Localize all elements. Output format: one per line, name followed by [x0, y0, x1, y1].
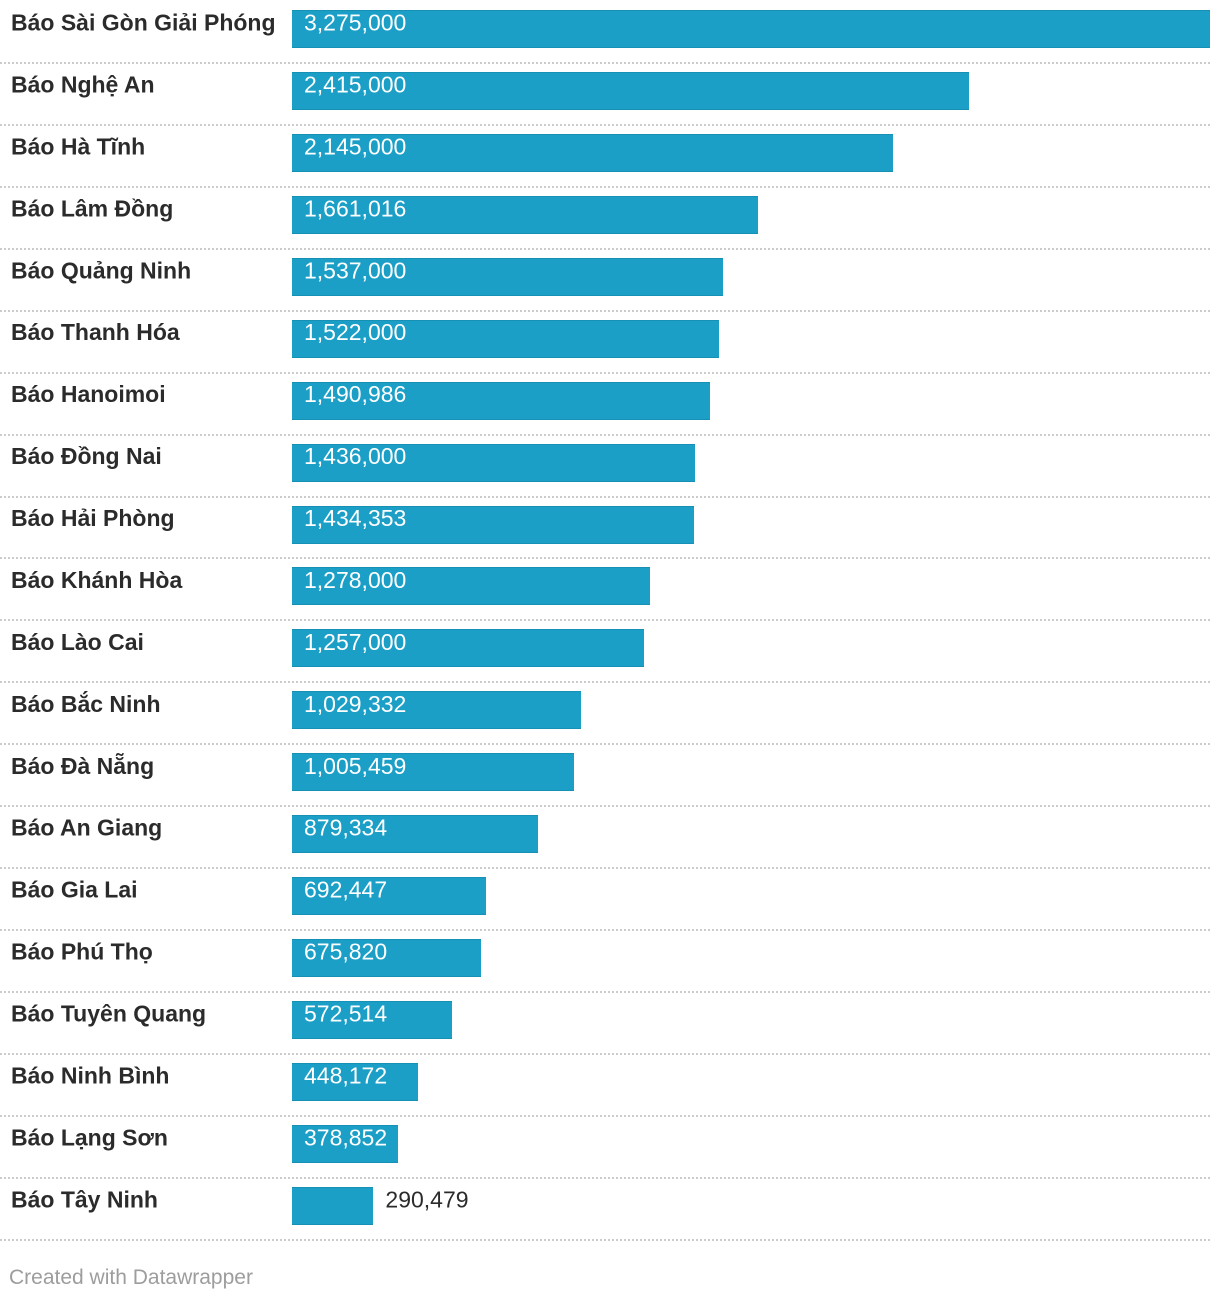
svg-text:Báo Phú Thọ: Báo Phú Thọ	[11, 939, 153, 965]
svg-text:1,434,353: 1,434,353	[304, 505, 406, 531]
svg-text:Báo Hanoimoi: Báo Hanoimoi	[11, 381, 166, 407]
svg-text:572,514: 572,514	[304, 1001, 387, 1027]
svg-text:Báo Thanh Hóa: Báo Thanh Hóa	[11, 319, 180, 345]
svg-text:879,334: 879,334	[304, 815, 387, 841]
svg-text:1,005,459: 1,005,459	[304, 753, 406, 779]
svg-text:Báo Quảng Ninh: Báo Quảng Ninh	[11, 257, 191, 283]
svg-text:Báo Bắc Ninh: Báo Bắc Ninh	[11, 690, 161, 717]
svg-text:Báo An Giang: Báo An Giang	[11, 815, 162, 841]
svg-text:Báo Hải Phòng: Báo Hải Phòng	[11, 505, 175, 531]
svg-text:1,029,332: 1,029,332	[304, 691, 406, 717]
svg-text:2,145,000: 2,145,000	[304, 133, 406, 159]
svg-text:Báo Khánh Hòa: Báo Khánh Hòa	[11, 567, 182, 593]
svg-text:1,661,016: 1,661,016	[304, 195, 406, 221]
svg-text:3,275,000: 3,275,000	[304, 10, 406, 36]
svg-text:1,522,000: 1,522,000	[304, 319, 406, 345]
svg-text:Báo Lâm Đồng: Báo Lâm Đồng	[11, 195, 173, 221]
svg-text:Báo Gia Lai: Báo Gia Lai	[11, 877, 138, 903]
svg-text:Báo Đồng Nai: Báo Đồng Nai	[11, 443, 162, 469]
svg-text:1,490,986: 1,490,986	[304, 381, 406, 407]
svg-text:2,415,000: 2,415,000	[304, 71, 406, 97]
svg-text:Báo Sài Gòn Giải Phóng: Báo Sài Gòn Giải Phóng	[11, 10, 276, 36]
svg-text:692,447: 692,447	[304, 877, 387, 903]
svg-text:Báo Lào Cai: Báo Lào Cai	[11, 629, 144, 655]
svg-text:1,278,000: 1,278,000	[304, 567, 406, 593]
svg-text:1,257,000: 1,257,000	[304, 629, 406, 655]
svg-text:Created with Datawrapper: Created with Datawrapper	[9, 1266, 253, 1289]
svg-text:1,537,000: 1,537,000	[304, 257, 406, 283]
svg-text:1,436,000: 1,436,000	[304, 443, 406, 469]
svg-text:Báo Tây Ninh: Báo Tây Ninh	[11, 1186, 158, 1212]
svg-text:Báo Lạng Sơn: Báo Lạng Sơn	[11, 1124, 168, 1150]
svg-text:Báo Hà Tĩnh: Báo Hà Tĩnh	[11, 133, 145, 159]
svg-text:378,852: 378,852	[304, 1124, 387, 1150]
svg-text:Báo Đà Nẵng: Báo Đà Nẵng	[11, 752, 154, 779]
svg-text:448,172: 448,172	[304, 1062, 387, 1088]
svg-text:290,479: 290,479	[385, 1186, 468, 1212]
svg-text:Báo Ninh Bình: Báo Ninh Bình	[11, 1062, 169, 1088]
svg-text:Báo Tuyên Quang: Báo Tuyên Quang	[11, 1001, 206, 1027]
svg-text:675,820: 675,820	[304, 939, 387, 965]
svg-text:Báo Nghệ An: Báo Nghệ An	[11, 71, 155, 97]
